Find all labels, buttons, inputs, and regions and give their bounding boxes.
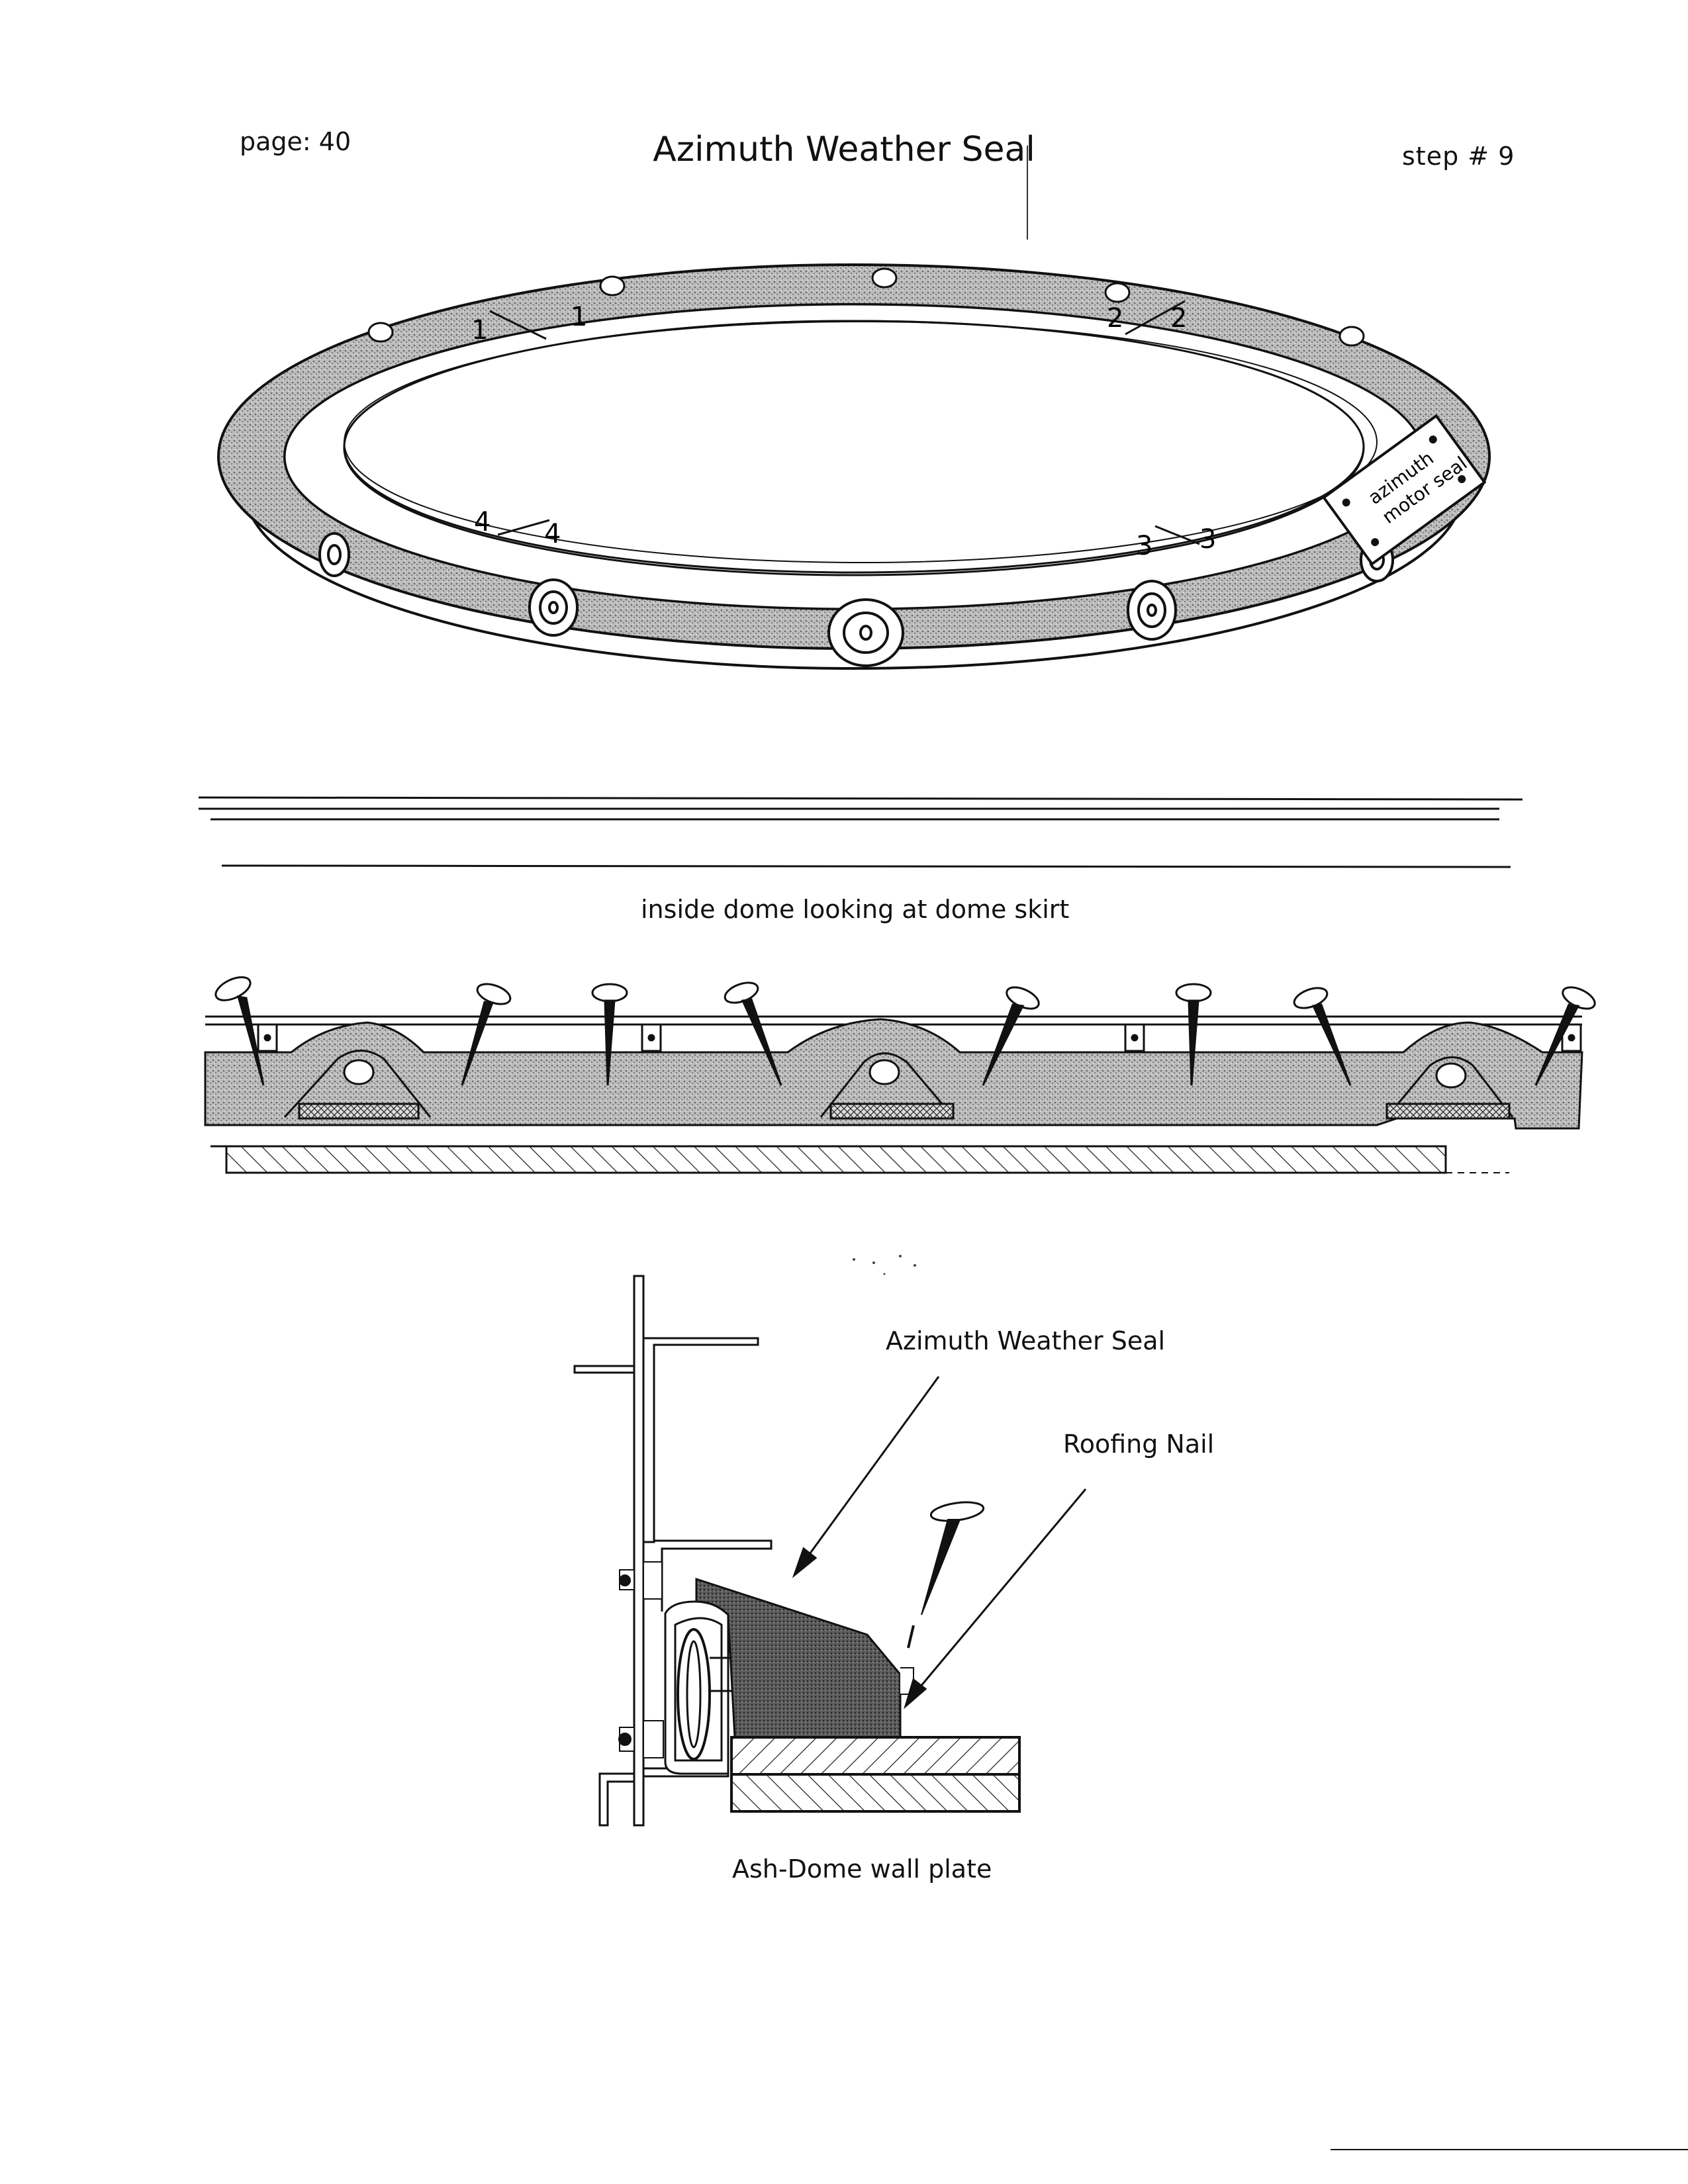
seal-bump [871,267,898,289]
wall-plate-top [730,1736,1021,1776]
seam-mark-3b: 3 [1199,524,1216,555]
roofing-nail-arrow [915,1488,1087,1692]
step-number: step # 9 [1402,142,1515,171]
weather-seal-arrow [805,1376,940,1559]
seam-mark-1a: 1 [471,315,488,345]
weather-seal-label: Azimuth Weather Seal [886,1326,1166,1355]
cross-section-figure [573,1255,1087,1827]
wall-plate-bottom [730,1773,1021,1813]
page-title: Azimuth Weather Seal [653,130,1035,169]
page-number: page: 40 [240,127,352,156]
seal-bump [367,322,394,343]
seam-1 [489,310,547,340]
weather-seal-section [695,1577,902,1739]
roofing-nail-section [907,1501,985,1649]
roller-wheel [318,532,350,577]
seam-2 [1125,300,1186,336]
dome-track-lines [198,796,1523,868]
skirt-caption: inside dome looking at dome skirt [641,895,1070,924]
roofing-nail [1293,987,1352,1086]
seam-3 [1154,525,1200,545]
roofing-nail [214,976,265,1086]
seam-mark-2a: 2 [1107,303,1123,334]
wall-plate-label: Ash-Dome wall plate [732,1854,992,1884]
seam-4 [497,519,550,536]
azimuth-ring-figure: 1 1 2 2 3 3 4 4 az [217,263,1491,670]
roller-wheel [1127,580,1177,641]
inner-rail [344,321,1378,563]
roofing-nail [591,983,628,1086]
roofing-nail [461,983,512,1086]
seam-mark-1b: 1 [571,302,587,332]
seam-mark-3a: 3 [1136,531,1152,561]
seal-bump [599,275,626,296]
seal-bump [1104,282,1131,303]
seam-mark-2b: 2 [1170,303,1187,334]
roller-wheel [827,598,904,667]
seam-mark-4b: 4 [544,519,561,549]
roofing-nail [1534,986,1596,1086]
seal-bump [1338,326,1365,347]
seam-mark-4a: 4 [474,507,491,537]
roller-wheel [528,578,579,637]
roofing-nail [982,986,1040,1086]
dome-skirt-figure [204,976,1596,1174]
roofing-nail [1175,983,1212,1086]
roofing-nail [724,981,782,1086]
roofing-nail-label: Roofing Nail [1063,1430,1215,1459]
